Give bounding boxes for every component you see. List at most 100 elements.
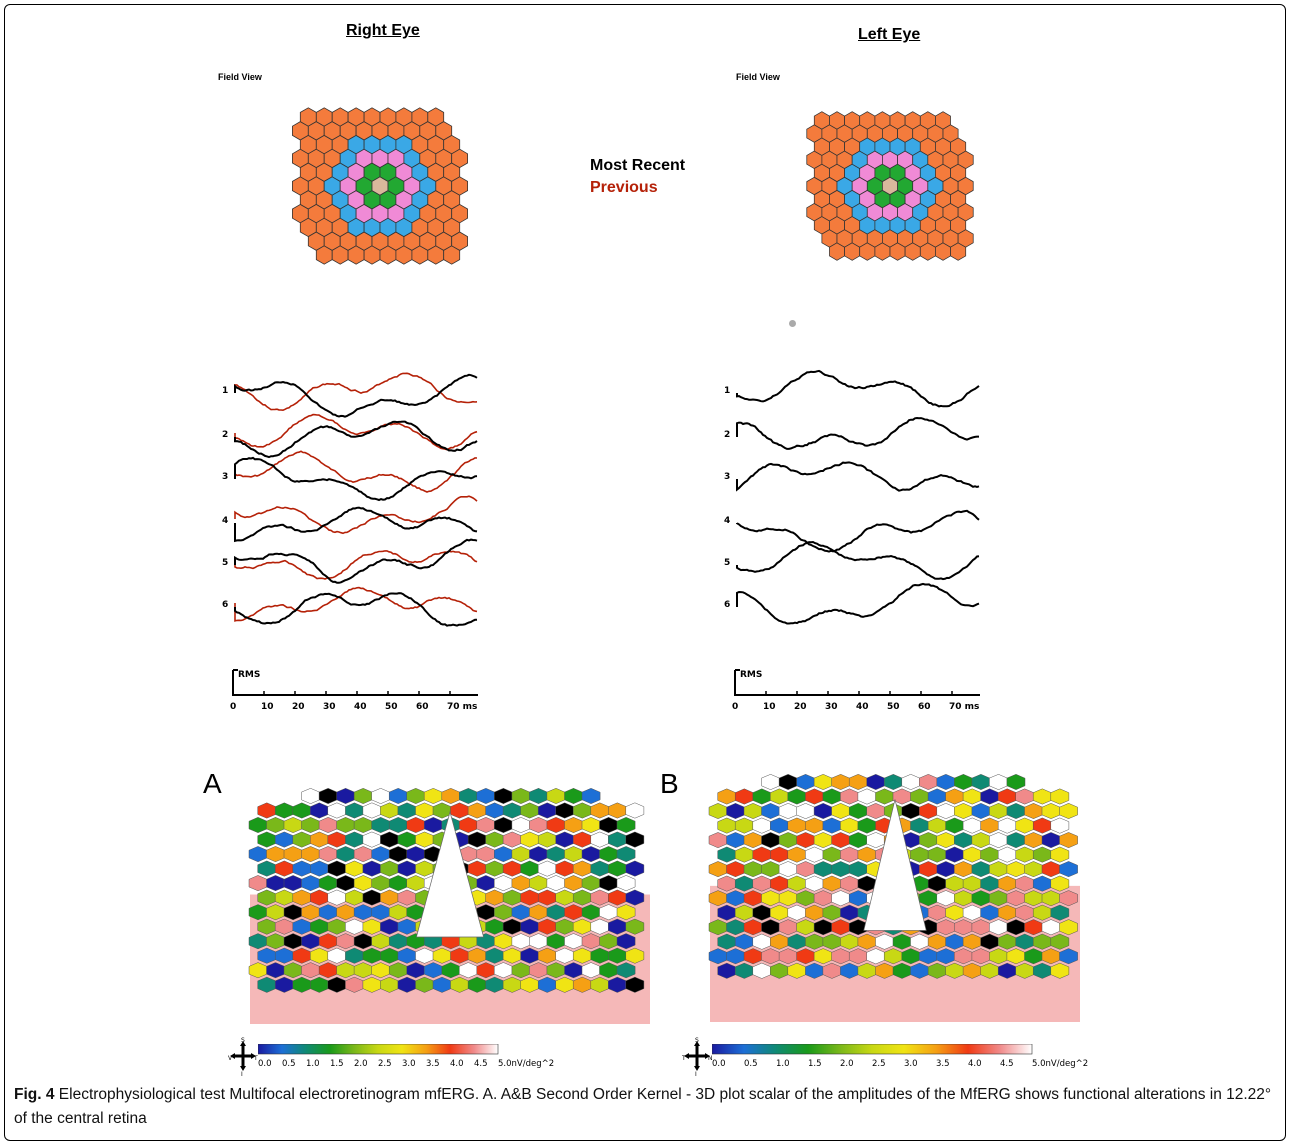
right-eye-traces: 1 2 3 4 5 6 RMS 0 10 20 30 40 50 60 70 ms: [222, 372, 478, 712]
scalar-hexagon: [608, 860, 627, 877]
scalar-hexagon: [752, 817, 772, 834]
scalar-hexagon: [822, 788, 842, 805]
legend-most-recent: Most Recent: [590, 157, 686, 174]
scalar-hexagon: [529, 817, 548, 833]
scalar-hexagon: [546, 875, 566, 892]
axis-tick-label: 10: [261, 702, 274, 712]
axis-tick-label: 60: [416, 702, 429, 712]
scalar-hexagon: [336, 788, 355, 804]
scale-tick-label: 3.5: [936, 1059, 950, 1069]
scalar-hexagon: [1006, 774, 1026, 790]
scalar-hexagon: [406, 788, 426, 804]
scalar-hexagon: [787, 788, 807, 805]
trace-label: 5: [222, 558, 228, 568]
right-field-view-label: Field View: [218, 72, 262, 82]
scalar-hexagon: [831, 861, 850, 878]
scalar-hexagon: [910, 846, 929, 863]
scalar-hexagon: [397, 831, 417, 848]
scalar-hexagon: [962, 817, 982, 834]
scalar-hexagon: [761, 861, 780, 878]
scalar-hexagon: [866, 832, 886, 849]
scalar-hexagon: [590, 802, 610, 819]
svg-text:S: S: [695, 1037, 699, 1044]
scalar-hexagon: [292, 802, 312, 819]
scalar-hexagon: [564, 788, 583, 804]
scalar-hexagon: [954, 803, 973, 819]
trace-label: 3: [222, 472, 228, 482]
left-field-view-label: Field View: [736, 72, 780, 82]
scalar-hexagon: [432, 802, 452, 819]
scalar-hexagon: [1024, 803, 1043, 819]
scalar-hexagon: [318, 817, 338, 833]
scalar-hexagon: [726, 832, 745, 849]
scalar-hexagon: [734, 846, 754, 863]
scalar-hexagon: [494, 846, 513, 863]
scalar-hexagon: [708, 861, 728, 878]
axis-tick-label: 70 ms: [949, 702, 979, 712]
scalar-hexagon: [962, 846, 982, 863]
scale-tick-label: 2.0: [840, 1059, 854, 1069]
scalar-hexagon: [581, 817, 601, 833]
scalar-hexagon: [1059, 832, 1078, 849]
scalar-hexagon: [467, 831, 487, 848]
scalar-hexagon: [743, 861, 763, 878]
scalar-hexagon: [625, 802, 645, 819]
scalar-hexagon: [761, 774, 780, 790]
scalar-hexagon: [581, 788, 601, 804]
scalar-hexagon: [625, 918, 645, 935]
scalar-hexagon: [362, 831, 382, 848]
scalar-hexagon: [257, 802, 277, 819]
scalar-hexagon: [274, 860, 294, 877]
scalar-hexagon: [546, 788, 566, 804]
scalar-hexagon: [310, 831, 329, 848]
svg-text:T: T: [253, 1055, 258, 1062]
scalar-hexagon: [301, 875, 320, 892]
scalar-hexagon: [388, 817, 408, 833]
scalar-hexagon: [248, 846, 268, 863]
scalar-hexagon: [608, 802, 627, 819]
trace-label: 5: [724, 558, 730, 568]
panel-b-color-scale: 0.0 0.5 1.0 1.5 2.0 2.5 3.0 3.5 4.0 4.5 5.0nV/deg^…: [712, 1044, 1088, 1069]
scalar-hexagon: [441, 788, 461, 804]
scalar-hexagon: [336, 817, 355, 833]
scalar-hexagon: [919, 774, 938, 790]
scalar-hexagon: [590, 860, 610, 877]
scalar-hexagon: [1050, 788, 1070, 805]
scalar-hexagon: [467, 802, 487, 819]
scalar-hexagon: [796, 803, 815, 819]
field-hexagon: [451, 148, 469, 169]
scalar-hexagon: [840, 788, 859, 805]
scalar-hexagon: [1032, 788, 1052, 805]
scalar-hexagon: [423, 788, 443, 804]
scalar-hexagon: [310, 860, 329, 877]
scalar-hexagon: [761, 803, 780, 819]
scalar-hexagon: [590, 831, 610, 848]
scalar-hexagon: [796, 861, 815, 878]
scalar-hexagon: [954, 832, 973, 849]
scalar-hexagon: [301, 788, 320, 804]
trace-label: 1: [222, 386, 228, 396]
caption-label: Fig. 4: [14, 1086, 55, 1103]
scalar-hexagon: [962, 788, 982, 805]
scalar-hexagon: [485, 802, 504, 819]
scalar-hexagon: [822, 846, 842, 863]
scalar-hexagon: [345, 831, 364, 848]
scalar-hexagon: [520, 802, 539, 819]
central-peak: [415, 810, 485, 938]
scalar-hexagon: [336, 846, 355, 863]
scalar-hexagon: [397, 802, 417, 819]
scalar-hexagon: [1050, 933, 1070, 950]
previous-trace: [234, 372, 478, 412]
scalar-hexagon: [494, 817, 513, 833]
scalar-hexagon: [822, 817, 842, 834]
legend-previous: Previous: [590, 179, 658, 196]
scalar-hexagon: [248, 875, 268, 892]
scalar-hexagon: [831, 832, 850, 849]
scalar-hexagon: [927, 788, 947, 805]
recent-trace: [736, 369, 980, 408]
scalar-hexagon: [1032, 846, 1052, 863]
scalar-hexagon: [371, 846, 390, 863]
scalar-hexagon: [778, 832, 798, 849]
scalar-hexagon: [301, 846, 320, 863]
scalar-hexagon: [485, 860, 504, 877]
